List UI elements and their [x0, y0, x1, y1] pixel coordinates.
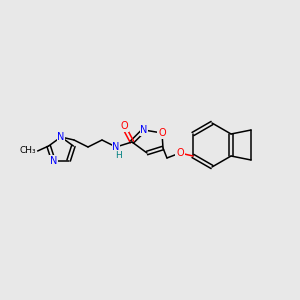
Text: N: N: [140, 125, 148, 135]
Text: N: N: [112, 142, 120, 152]
Text: N: N: [57, 132, 65, 142]
Text: N: N: [50, 155, 57, 166]
Text: H: H: [115, 152, 122, 160]
Text: O: O: [120, 121, 128, 131]
Text: O: O: [158, 128, 166, 138]
Text: O: O: [176, 148, 184, 158]
Text: CH₃: CH₃: [19, 146, 36, 155]
